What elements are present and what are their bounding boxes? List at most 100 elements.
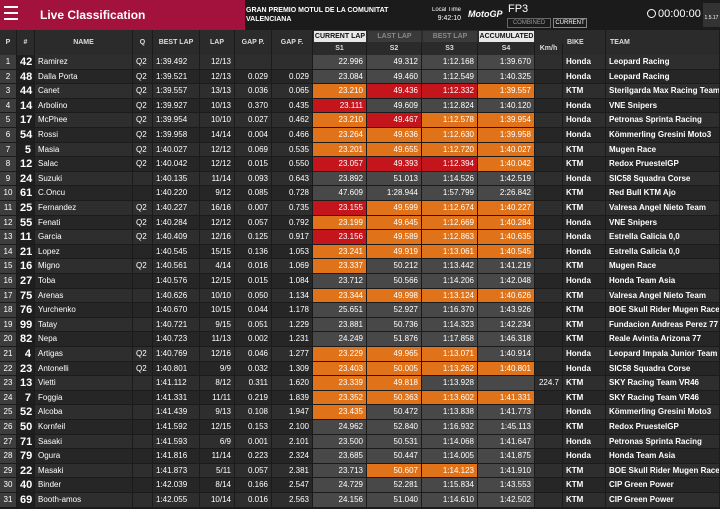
group-header[interactable]: BEST LAP	[423, 31, 477, 42]
gap-f: 1.134	[272, 288, 313, 304]
best-lap: 1:41.873	[153, 463, 200, 479]
q	[133, 317, 153, 333]
s4: 1:43.926	[478, 303, 535, 318]
s3: 1:14.610	[422, 493, 478, 508]
gap-f: 2.381	[272, 463, 313, 479]
rider: Booth-amos	[35, 493, 133, 508]
s2: 52.927	[367, 303, 422, 318]
team: BOE Skull Rider Mugen Race	[606, 463, 720, 479]
s3: 1:12.630	[422, 128, 478, 143]
gap-f: 0.728	[272, 186, 313, 201]
s4: 1:40.635	[478, 230, 535, 245]
best-lap: 1:39.557	[153, 84, 200, 99]
rider: Vietti	[35, 376, 133, 391]
q: Q2	[133, 98, 153, 114]
number: 61	[17, 186, 35, 201]
gap-f: 2.324	[272, 449, 313, 464]
s3: 1:14.005	[422, 449, 478, 464]
gap-f: 1.277	[272, 347, 313, 362]
team: Fundacion Andreas Perez 77	[606, 317, 720, 333]
s3: 1:14.068	[422, 434, 478, 450]
s3: 1:16.370	[422, 303, 478, 318]
rider: Toba	[35, 274, 133, 289]
bike: Honda	[563, 128, 606, 143]
number: 52	[17, 405, 35, 420]
s2: 49.965	[367, 347, 422, 362]
gap-p: 0.029	[235, 69, 272, 85]
s1: 23.264	[313, 128, 367, 143]
lap: 12/16	[200, 230, 235, 245]
s1: 23.156	[313, 230, 367, 245]
rider: Fenati	[35, 215, 133, 231]
tab-current[interactable]: CURRENT	[553, 18, 587, 28]
lap: 14/14	[200, 128, 235, 143]
group-header[interactable]: ACCUMULATED	[479, 31, 534, 42]
lap: 11/14	[200, 449, 235, 464]
s3: 1:12.863	[422, 230, 478, 245]
s2: 50.736	[367, 317, 422, 333]
lap: 11/14	[200, 171, 235, 187]
s2: 50.363	[367, 390, 422, 406]
gap-f: 0.550	[272, 157, 313, 172]
lap: 4/14	[200, 259, 235, 274]
gap-p: 0.108	[235, 405, 272, 420]
column-header: GAP P.	[235, 30, 272, 55]
group-header[interactable]: LAST LAP	[368, 31, 421, 42]
s4: 1:41.875	[478, 449, 535, 464]
speed	[535, 347, 563, 362]
number: 21	[17, 244, 35, 260]
s3: 1:13.602	[422, 390, 478, 406]
speed	[535, 478, 563, 493]
best-lap: 1:41.593	[153, 434, 200, 450]
pos: 9	[0, 171, 17, 187]
s1: 23.881	[313, 317, 367, 333]
gap-f: 1.178	[272, 303, 313, 318]
gap-f	[272, 55, 313, 70]
q	[133, 463, 153, 479]
best-lap: 1:41.592	[153, 420, 200, 435]
team: SIC58 Squadra Corse	[606, 361, 720, 377]
gap-p: 0.001	[235, 434, 272, 450]
speed	[535, 405, 563, 420]
s4: 1:42.502	[478, 493, 535, 508]
number: 25	[17, 201, 35, 216]
gap-p: 0.004	[235, 128, 272, 143]
s2: 50.212	[367, 259, 422, 274]
number: 54	[17, 128, 35, 143]
group-header[interactable]: CURRENT LAP	[314, 31, 366, 42]
speed	[535, 186, 563, 201]
s1: 23.210	[313, 84, 367, 99]
bike: KTM	[563, 390, 606, 406]
best-lap: 1:40.723	[153, 332, 200, 347]
s4: 1:40.325	[478, 69, 535, 85]
q: Q2	[133, 201, 153, 216]
gap-p: 0.125	[235, 230, 272, 245]
bike: Honda	[563, 230, 606, 245]
s2: 51.040	[367, 493, 422, 508]
number: 5	[17, 142, 35, 158]
lap: 6/9	[200, 434, 235, 450]
gap-f: 0.065	[272, 84, 313, 99]
gap-f: 1.231	[272, 332, 313, 347]
pos: 10	[0, 186, 17, 201]
s1: 23.201	[313, 142, 367, 158]
pos: 12	[0, 215, 17, 231]
q: Q2	[133, 55, 153, 70]
s1: 23.339	[313, 376, 367, 391]
number: 50	[17, 420, 35, 435]
s1: 23.713	[313, 463, 367, 479]
number: 76	[17, 303, 35, 318]
best-lap: 1:40.027	[153, 142, 200, 158]
s3: 1:14.323	[422, 317, 478, 333]
s1: 24.249	[313, 332, 367, 347]
gap-f: 0.535	[272, 142, 313, 158]
tab-combined[interactable]: COMBINED	[507, 18, 551, 28]
speed	[535, 171, 563, 187]
menu-icon[interactable]	[4, 6, 18, 20]
gap-p: 0.219	[235, 390, 272, 406]
s4: 1:42.519	[478, 171, 535, 187]
gap-p: 0.370	[235, 98, 272, 114]
clock: 00:00:00	[658, 8, 701, 20]
gap-p: 0.057	[235, 215, 272, 231]
pos: 4	[0, 98, 17, 114]
